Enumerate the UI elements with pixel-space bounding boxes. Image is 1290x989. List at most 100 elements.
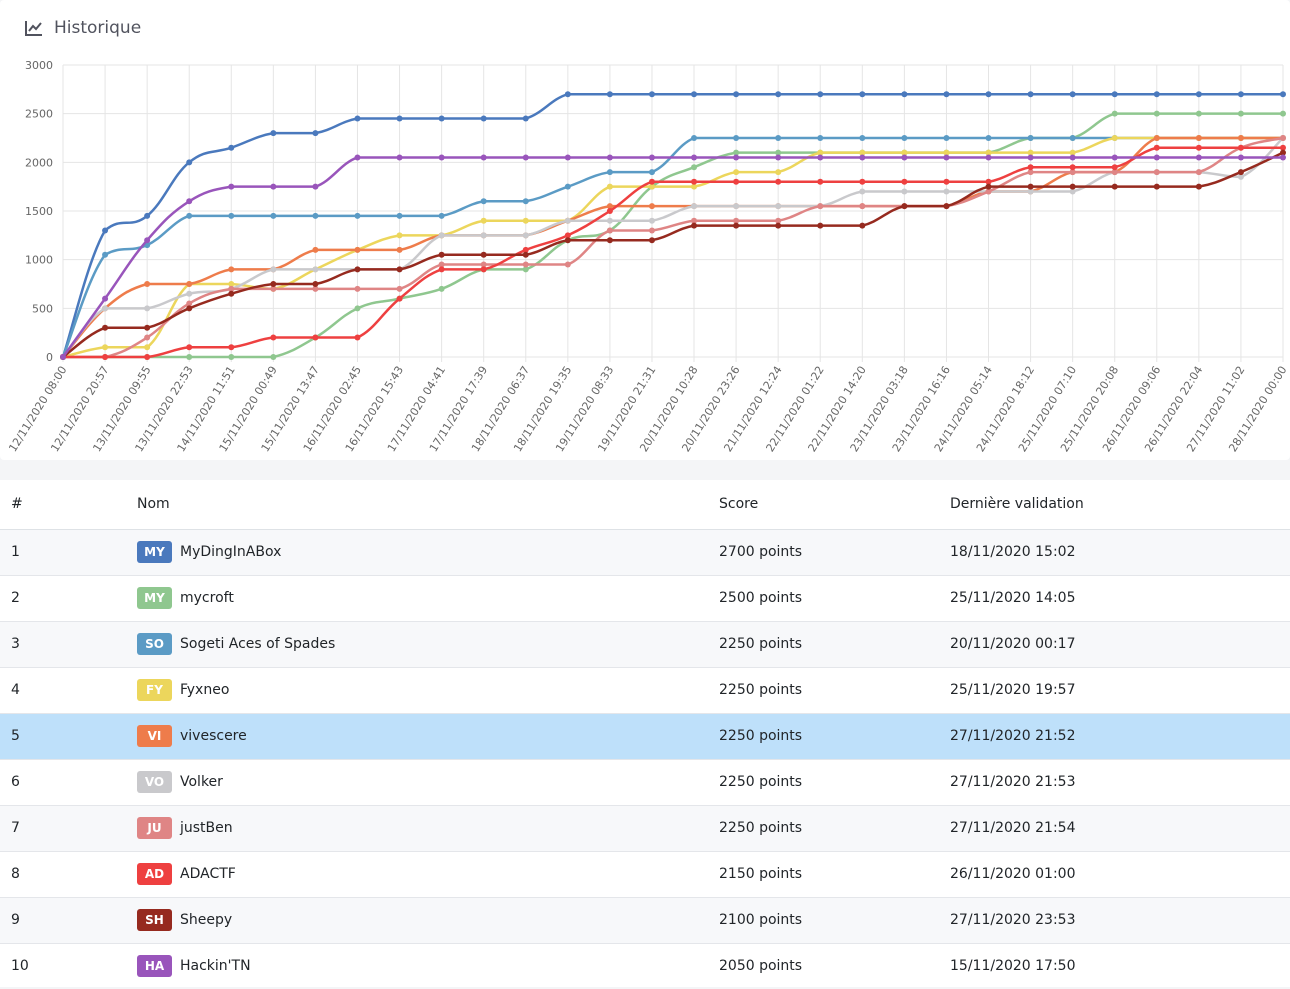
data-point [1027, 154, 1034, 161]
data-point [1069, 91, 1076, 98]
data-point [102, 344, 109, 351]
data-point [1153, 91, 1160, 98]
data-point [606, 237, 613, 244]
data-point [985, 154, 992, 161]
data-point [1195, 169, 1202, 176]
data-point [985, 91, 992, 98]
table-row[interactable]: 10 HA Hackin'TN 2050 points 15/11/2020 17:50 [0, 942, 1290, 989]
data-point [480, 261, 487, 268]
last-validation-cell: 27/11/2020 21:53 [950, 758, 1290, 805]
data-point [438, 285, 445, 292]
last-validation-cell: 20/11/2020 00:17 [950, 620, 1290, 667]
team-name-link[interactable]: Fyxneo [180, 682, 230, 698]
data-point [901, 154, 908, 161]
data-point [901, 178, 908, 185]
data-point [438, 212, 445, 219]
data-point [1237, 169, 1244, 176]
data-point [564, 237, 571, 244]
data-point [817, 203, 824, 210]
data-point [606, 217, 613, 224]
data-point [144, 344, 151, 351]
last-validation-cell: 26/11/2020 01:00 [950, 850, 1290, 897]
data-point [438, 266, 445, 273]
data-point [438, 154, 445, 161]
data-point [859, 149, 866, 156]
last-validation-cell: 27/11/2020 21:52 [950, 712, 1290, 759]
data-point [648, 169, 655, 176]
table-row[interactable]: 6 VO Volker 2250 points 27/11/2020 21:53 [0, 758, 1290, 805]
table-row[interactable]: 9 SH Sheepy 2100 points 27/11/2020 23:53 [0, 896, 1290, 943]
table-row[interactable]: 1 MY MyDingInABox 2700 points 18/11/2020 15:… [0, 528, 1290, 575]
data-point [648, 178, 655, 185]
data-point [1153, 183, 1160, 190]
team-name-link[interactable]: vivescere [180, 728, 247, 744]
rank-cell: 3 [0, 620, 137, 667]
data-point [1069, 188, 1076, 195]
team-name-link[interactable]: Volker [180, 774, 223, 790]
data-point [817, 135, 824, 141]
data-point [691, 203, 698, 210]
table-row[interactable]: 8 AD ADACTF 2150 points 26/11/2020 01:00 [0, 850, 1290, 897]
team-name-link[interactable]: Sheepy [180, 912, 233, 928]
data-point [354, 266, 361, 273]
header-rank[interactable]: # [0, 480, 137, 530]
score-cell: 2500 points [719, 574, 950, 621]
data-point [186, 281, 193, 287]
data-point [270, 281, 277, 287]
header-name[interactable]: Nom [137, 480, 719, 530]
data-point [186, 198, 193, 205]
last-validation-cell: 27/11/2020 23:53 [950, 896, 1290, 943]
last-validation-cell: 18/11/2020 15:02 [950, 528, 1290, 575]
data-point [1237, 144, 1244, 151]
data-point [228, 266, 235, 273]
data-point [186, 159, 193, 166]
data-point [775, 149, 782, 156]
data-point [985, 188, 992, 195]
table-row[interactable]: 5 VI vivescere 2250 points 27/11/2020 21:52 [0, 712, 1290, 759]
data-point [228, 144, 235, 151]
team-name-link[interactable]: MyDingInABox [180, 544, 282, 560]
data-point [564, 261, 571, 268]
data-point [564, 232, 571, 239]
table-row[interactable]: 4 FY Fyxneo 2250 points 25/11/2020 19:57 [0, 666, 1290, 713]
rank-cell: 7 [0, 804, 137, 851]
data-point [186, 300, 193, 307]
data-point [901, 203, 908, 210]
data-point [733, 203, 740, 210]
data-point [817, 149, 824, 156]
table-row[interactable]: 2 MY mycroft 2500 points 25/11/2020 14:05 [0, 574, 1290, 621]
team-avatar: VI [137, 725, 172, 747]
team-name-link[interactable]: Hackin'TN [180, 958, 251, 975]
team-avatar: MY [137, 541, 172, 563]
data-point [733, 149, 740, 156]
data-point [438, 261, 445, 268]
data-point [1237, 154, 1244, 161]
table-row[interactable]: 3 SO Sogeti Aces of Spades 2250 points 20/11… [0, 620, 1290, 667]
rank-cell: 9 [0, 896, 137, 943]
data-point [522, 261, 529, 268]
data-point [60, 354, 66, 360]
data-point [144, 324, 151, 331]
data-point [312, 130, 319, 137]
header-last-validation[interactable]: Dernière validation [950, 480, 1290, 530]
card-header: Historique [24, 18, 141, 38]
team-name-link[interactable]: ADACTF [180, 866, 236, 882]
team-name-link[interactable]: mycroft [180, 590, 234, 606]
table-row[interactable]: 7 JU justBen 2250 points 27/11/2020 21:54 [0, 804, 1290, 851]
team-avatar: SO [137, 633, 172, 655]
data-point [1195, 144, 1202, 151]
score-cell: 2250 points [719, 758, 950, 805]
team-name-link[interactable]: Sogeti Aces of Spades [180, 636, 336, 652]
data-point [1237, 110, 1244, 117]
data-point [1027, 169, 1034, 176]
data-point [522, 198, 529, 205]
data-point [943, 154, 950, 161]
name-cell: SH Sheepy [137, 896, 719, 943]
team-name-link[interactable]: justBen [180, 820, 233, 836]
score-cell: 2250 points [719, 804, 950, 851]
header-score[interactable]: Score [719, 480, 950, 530]
name-cell: HA Hackin'TN [137, 942, 719, 989]
data-point [691, 91, 698, 98]
name-cell: MY mycroft [137, 574, 719, 621]
data-point [648, 227, 655, 234]
